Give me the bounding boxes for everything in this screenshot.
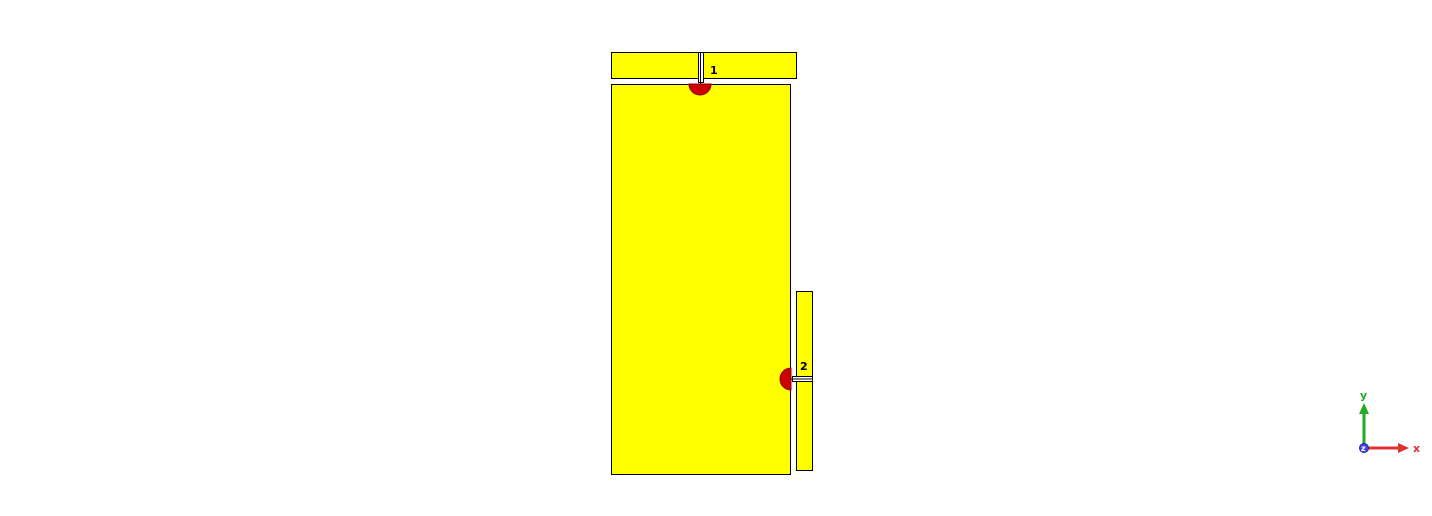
x-axis-arrow-icon (1398, 443, 1409, 453)
top-strip[interactable] (611, 52, 797, 83)
port-2[interactable]: 2 (779, 360, 812, 391)
port-1-marker[interactable] (688, 83, 712, 96)
main-plane[interactable] (611, 84, 791, 475)
z-axis-label: z (1361, 444, 1366, 453)
port-1-label: 1 (710, 64, 718, 77)
top-strip-left[interactable] (611, 52, 699, 79)
axes-triad: x y z (1359, 389, 1420, 455)
side-strip[interactable] (792, 291, 813, 471)
y-axis-label: y (1360, 389, 1367, 402)
x-axis-label: x (1413, 442, 1420, 455)
port-2-marker[interactable] (779, 367, 792, 391)
y-axis-arrow-icon (1359, 403, 1369, 414)
port-2-label: 2 (800, 360, 808, 373)
z-axis-icon (1359, 443, 1369, 453)
port-1[interactable]: 1 (688, 52, 718, 96)
side-strip-bottom[interactable] (796, 381, 813, 471)
